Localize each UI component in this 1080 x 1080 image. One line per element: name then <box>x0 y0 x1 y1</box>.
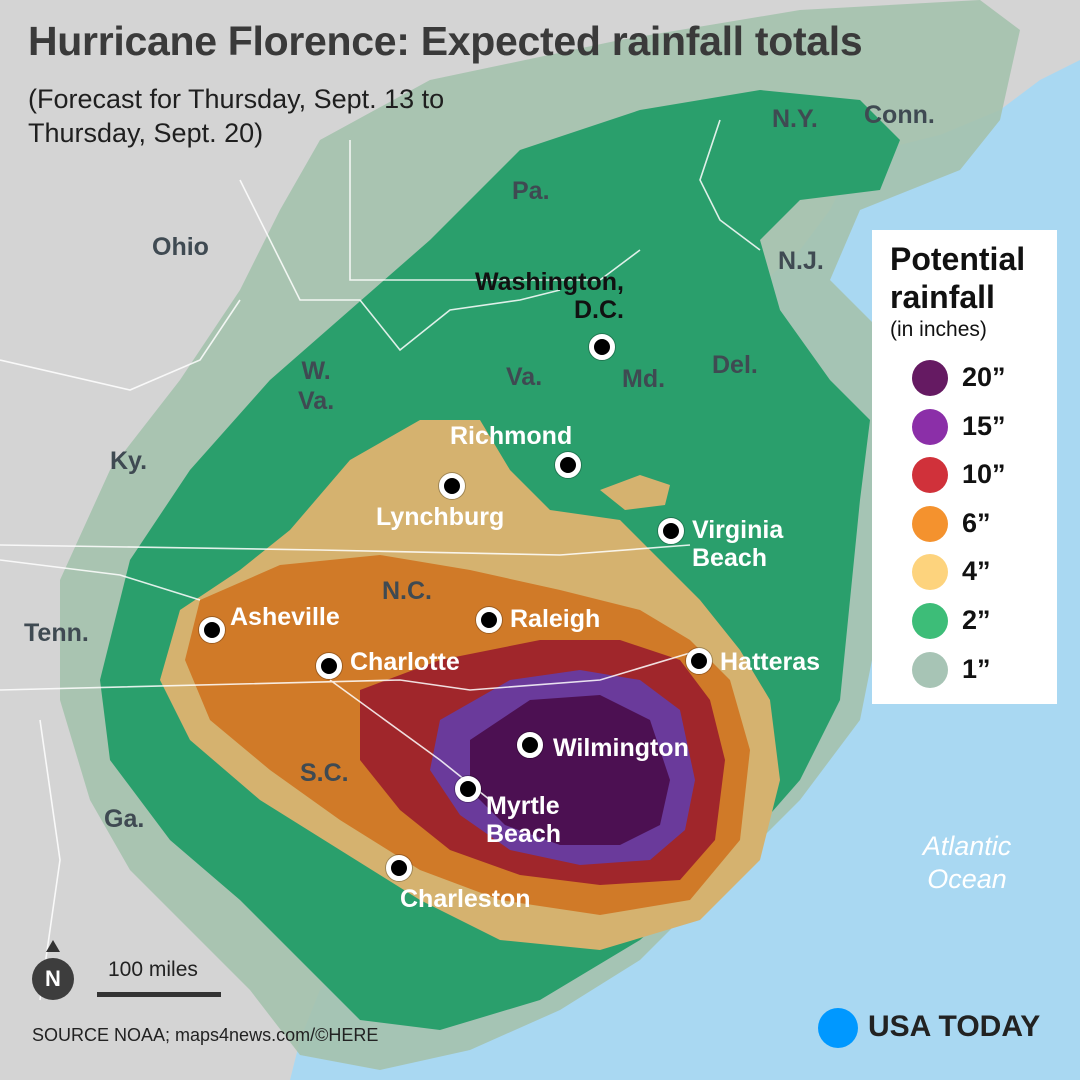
ocean-label: Atlantic Ocean <box>922 831 1012 894</box>
city-marker-richmond <box>555 452 581 478</box>
city-marker-wilmington <box>517 732 543 758</box>
state-label-conn: Conn. <box>864 101 935 129</box>
city-label-lynchburg: Lynchburg <box>376 503 505 531</box>
legend-swatch <box>912 457 948 493</box>
north-indicator: N <box>32 940 74 1004</box>
brand-name: USA TODAY <box>868 1010 1041 1043</box>
source-credit: SOURCE NOAA; maps4news.com/©HERE <box>32 1025 379 1045</box>
state-label-nc: N.C. <box>382 577 432 605</box>
legend-item-10in: 10” <box>912 455 1052 495</box>
state-label-ny: N.Y. <box>772 105 818 133</box>
city-marker-washington <box>589 334 615 360</box>
state-label-ky: Ky. <box>110 447 148 475</box>
city-label-wilmington: Wilmington <box>553 734 689 762</box>
city-label-charleston: Charleston <box>400 885 531 913</box>
legend-label: 1” <box>962 654 991 684</box>
legend-label: 6” <box>962 508 991 538</box>
city-marker-raleigh <box>476 607 502 633</box>
city-marker-hatteras <box>686 648 712 674</box>
city-label-virginia-beach: Virginia Beach <box>692 516 784 572</box>
state-label-md: Md. <box>622 365 666 393</box>
state-label-tenn: Tenn. <box>24 619 89 647</box>
legend-item-1in: 1” <box>912 650 1052 690</box>
legend-subtitle: (in inches) <box>890 318 987 341</box>
legend-item-15in: 15” <box>912 407 1052 447</box>
city-marker-lynchburg <box>439 473 465 499</box>
legend-title: Potential rainfall <box>890 241 1026 315</box>
state-label-ga: Ga. <box>104 805 145 833</box>
scale-label: 100 miles <box>108 958 198 981</box>
city-label-raleigh: Raleigh <box>510 605 601 633</box>
legend-swatch <box>912 554 948 590</box>
legend-swatch <box>912 506 948 542</box>
rainfall-band-20in <box>470 695 670 845</box>
legend-label: 15” <box>962 411 1006 441</box>
state-label-nj: N.J. <box>778 247 824 275</box>
legend-item-2in: 2” <box>912 601 1052 641</box>
state-label-pa: Pa. <box>512 177 550 205</box>
city-label-asheville: Asheville <box>230 603 340 631</box>
legend-label: 20” <box>962 362 1006 392</box>
rainfall-band-4in-coastal <box>600 475 670 510</box>
legend-swatch <box>912 652 948 688</box>
legend-panel: Potential rainfall (in inches) 20” 15” 1… <box>872 230 1057 704</box>
legend-item-6in: 6” <box>912 504 1052 544</box>
city-marker-asheville <box>199 617 225 643</box>
legend-swatch <box>912 360 948 396</box>
state-label-wva: W. Va. <box>298 357 335 415</box>
state-borders <box>0 119 761 1001</box>
city-marker-virginia-beach <box>658 518 684 544</box>
city-label-hatteras: Hatteras <box>720 648 821 676</box>
city-label-washington: Washington, D.C. <box>474 268 624 324</box>
legend-label: 10” <box>962 459 1006 489</box>
city-marker-charlotte <box>316 653 342 679</box>
page-title: Hurricane Florence: Expected rainfall to… <box>28 18 863 64</box>
state-label-ohio: Ohio <box>152 233 209 261</box>
city-label-charlotte: Charlotte <box>350 648 460 676</box>
legend-item-20in: 20” <box>912 358 1052 398</box>
city-label-myrtle-beach: Myrtle Beach <box>486 792 562 848</box>
north-arrow-icon <box>46 940 60 952</box>
page-subtitle: (Forecast for Thursday, Sept. 13 to Thur… <box>28 84 445 148</box>
city-marker-myrtle-beach <box>455 776 481 802</box>
city-label-richmond: Richmond <box>450 422 573 450</box>
legend-swatch <box>912 603 948 639</box>
state-label-va: Va. <box>506 363 543 391</box>
legend-label: 4” <box>962 556 991 586</box>
scale-bar <box>97 992 221 997</box>
legend-swatch <box>912 409 948 445</box>
legend-label: 2” <box>962 605 991 635</box>
state-label-del: Del. <box>712 351 758 379</box>
north-badge: N <box>32 958 74 1000</box>
state-label-sc: S.C. <box>300 759 349 787</box>
city-marker-charleston <box>386 855 412 881</box>
legend-item-4in: 4” <box>912 552 1052 592</box>
brand-dot-icon <box>818 1008 858 1048</box>
